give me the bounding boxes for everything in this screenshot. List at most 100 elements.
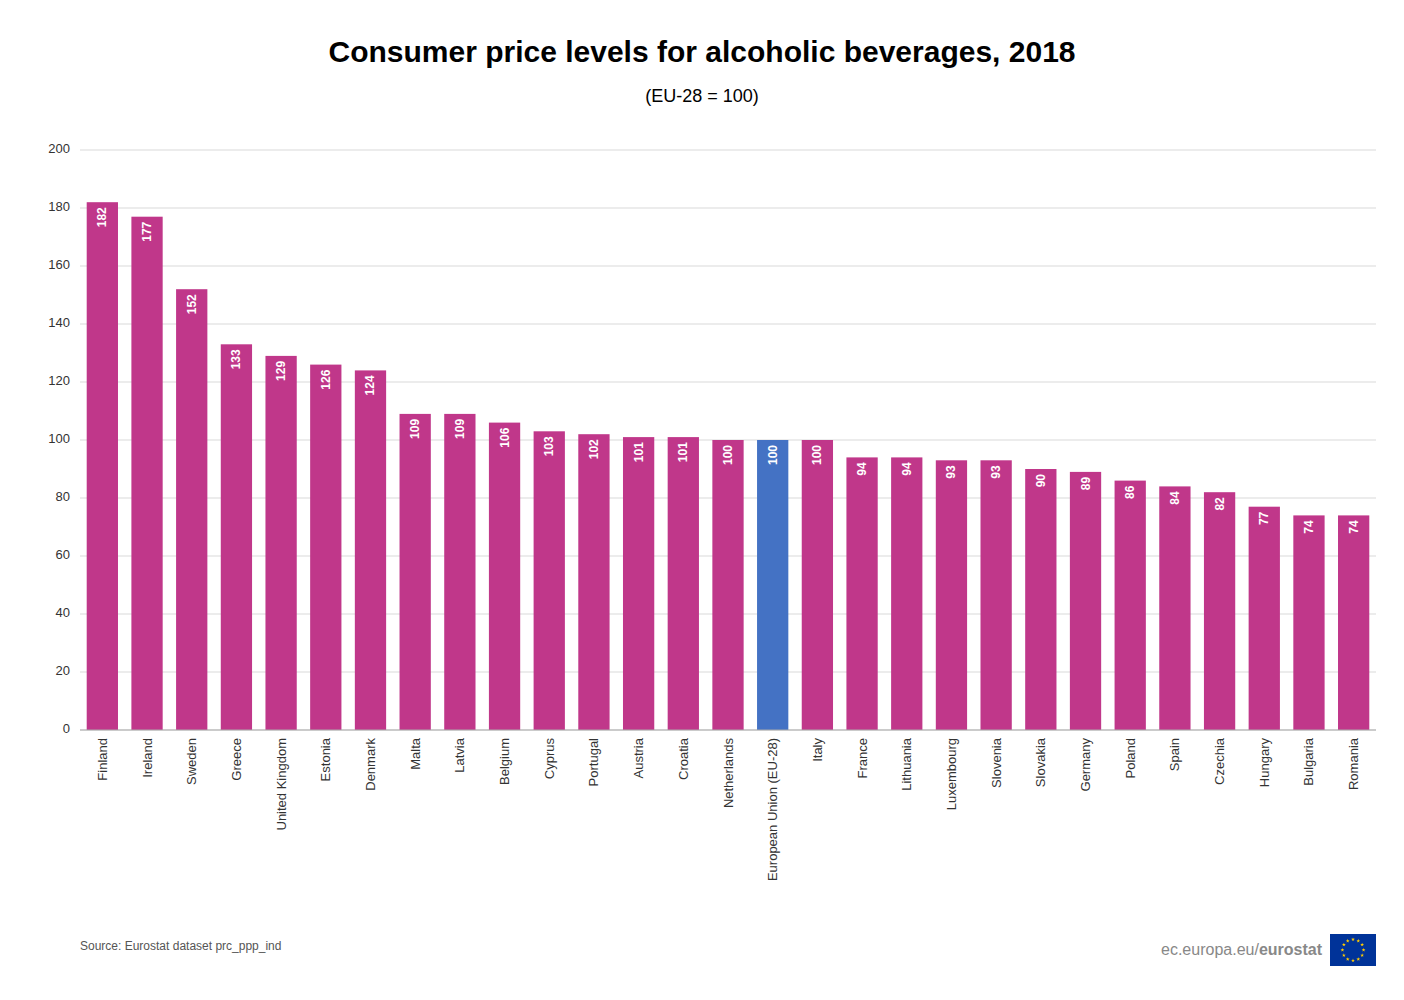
data-label: 103: [542, 436, 556, 456]
data-label: 86: [1123, 485, 1137, 499]
y-tick-label: 200: [48, 141, 70, 156]
bar: [310, 365, 341, 730]
x-tick-label: France: [855, 738, 870, 778]
x-tick-label: European Union (EU-28): [765, 738, 780, 881]
eu-flag-star: [1346, 939, 1350, 943]
bar: [400, 414, 431, 730]
y-tick-label: 20: [56, 663, 70, 678]
data-label: 152: [185, 294, 199, 314]
data-label: 94: [900, 462, 914, 476]
grid-line: [80, 266, 1376, 267]
bar: [1293, 515, 1324, 730]
x-tick-label: Estonia: [318, 737, 333, 781]
x-tick-label: Denmark: [363, 738, 378, 791]
bar: [980, 460, 1011, 730]
bar: [668, 437, 699, 730]
eu-flag-star: [1342, 943, 1346, 947]
bar: [757, 440, 788, 730]
data-label: 90: [1034, 474, 1048, 488]
data-label: 129: [274, 361, 288, 381]
data-label: 100: [766, 445, 780, 465]
data-label: 177: [140, 221, 154, 241]
data-label: 74: [1347, 520, 1361, 534]
data-label: 93: [989, 465, 1003, 479]
bar: [265, 356, 296, 730]
data-label: 124: [363, 375, 377, 395]
chart: Consumer price levels for alcoholic beve…: [0, 0, 1404, 1000]
data-labels: 1821771521331291261241091091061031021011…: [95, 207, 1360, 534]
x-tick-label: Malta: [408, 737, 423, 770]
bar: [846, 457, 877, 730]
eu-flag-star: [1351, 959, 1355, 963]
x-tick-label: Austria: [631, 737, 646, 778]
y-axis: 020406080100120140160180200: [48, 141, 1376, 736]
data-label: 82: [1213, 497, 1227, 511]
eu-flag-star: [1360, 953, 1364, 957]
bar: [1159, 486, 1190, 730]
eu-flag-star: [1356, 957, 1360, 961]
x-axis: FinlandIrelandSwedenGreeceUnited Kingdom…: [95, 737, 1361, 881]
x-tick-label: Slovakia: [1033, 737, 1048, 787]
bar: [1025, 469, 1056, 730]
bar: [176, 289, 207, 730]
data-label: 126: [319, 369, 333, 389]
bar: [936, 460, 967, 730]
y-tick-label: 0: [63, 721, 70, 736]
eu-flag-star: [1360, 943, 1364, 947]
x-tick-label: Greece: [229, 738, 244, 781]
data-label: 100: [810, 445, 824, 465]
bar: [1204, 492, 1235, 730]
grid-line: [80, 208, 1376, 209]
x-tick-label: Ireland: [140, 738, 155, 778]
x-tick-label: Spain: [1167, 738, 1182, 771]
data-label: 133: [229, 349, 243, 369]
data-label: 109: [408, 419, 422, 439]
watermark: ec.europa.eu/: [1161, 941, 1259, 958]
bar: [131, 217, 162, 730]
bar: [1070, 472, 1101, 730]
title: Consumer price levels for alcoholic beve…: [328, 35, 1075, 68]
bar: [534, 431, 565, 730]
bar: [355, 370, 386, 730]
x-tick-label: Finland: [95, 738, 110, 781]
x-tick-label: Hungary: [1257, 738, 1272, 788]
data-label: 100: [721, 445, 735, 465]
data-label: 89: [1079, 477, 1093, 491]
eu-flag-star: [1362, 948, 1366, 952]
data-label: 182: [95, 207, 109, 227]
x-tick-label: Bulgaria: [1301, 737, 1316, 785]
data-label: 94: [855, 462, 869, 476]
y-tick-label: 160: [48, 257, 70, 272]
x-tick-label: Netherlands: [721, 738, 736, 809]
x-tick-label: Croatia: [676, 737, 691, 780]
bar: [221, 344, 252, 730]
x-tick-label: Latvia: [452, 737, 467, 772]
background: [0, 0, 1404, 1000]
x-tick-label: Lithuania: [899, 737, 914, 791]
bar: [802, 440, 833, 730]
bars: [87, 202, 1370, 730]
y-tick-label: 180: [48, 199, 70, 214]
eu-flag-star: [1341, 948, 1345, 952]
bar: [444, 414, 475, 730]
eu-flag-star: [1342, 953, 1346, 957]
y-tick-label: 60: [56, 547, 70, 562]
grid-line: [80, 150, 1376, 151]
eu-flag-field: [1330, 934, 1376, 966]
data-label: 93: [944, 465, 958, 479]
data-label: 84: [1168, 491, 1182, 505]
y-tick-label: 120: [48, 373, 70, 388]
watermark: eurostat: [1259, 941, 1323, 958]
y-tick-label: 140: [48, 315, 70, 330]
bar: [712, 440, 743, 730]
bar: [891, 457, 922, 730]
x-tick-label: Cyprus: [542, 738, 557, 780]
data-label: 74: [1302, 520, 1316, 534]
data-label: 77: [1257, 511, 1271, 525]
data-label: 102: [587, 439, 601, 459]
subtitle: (EU-28 = 100): [645, 86, 759, 106]
eu-flag-star: [1346, 957, 1350, 961]
y-tick-label: 40: [56, 605, 70, 620]
x-tick-label: Slovenia: [989, 737, 1004, 788]
data-label: 106: [498, 427, 512, 447]
